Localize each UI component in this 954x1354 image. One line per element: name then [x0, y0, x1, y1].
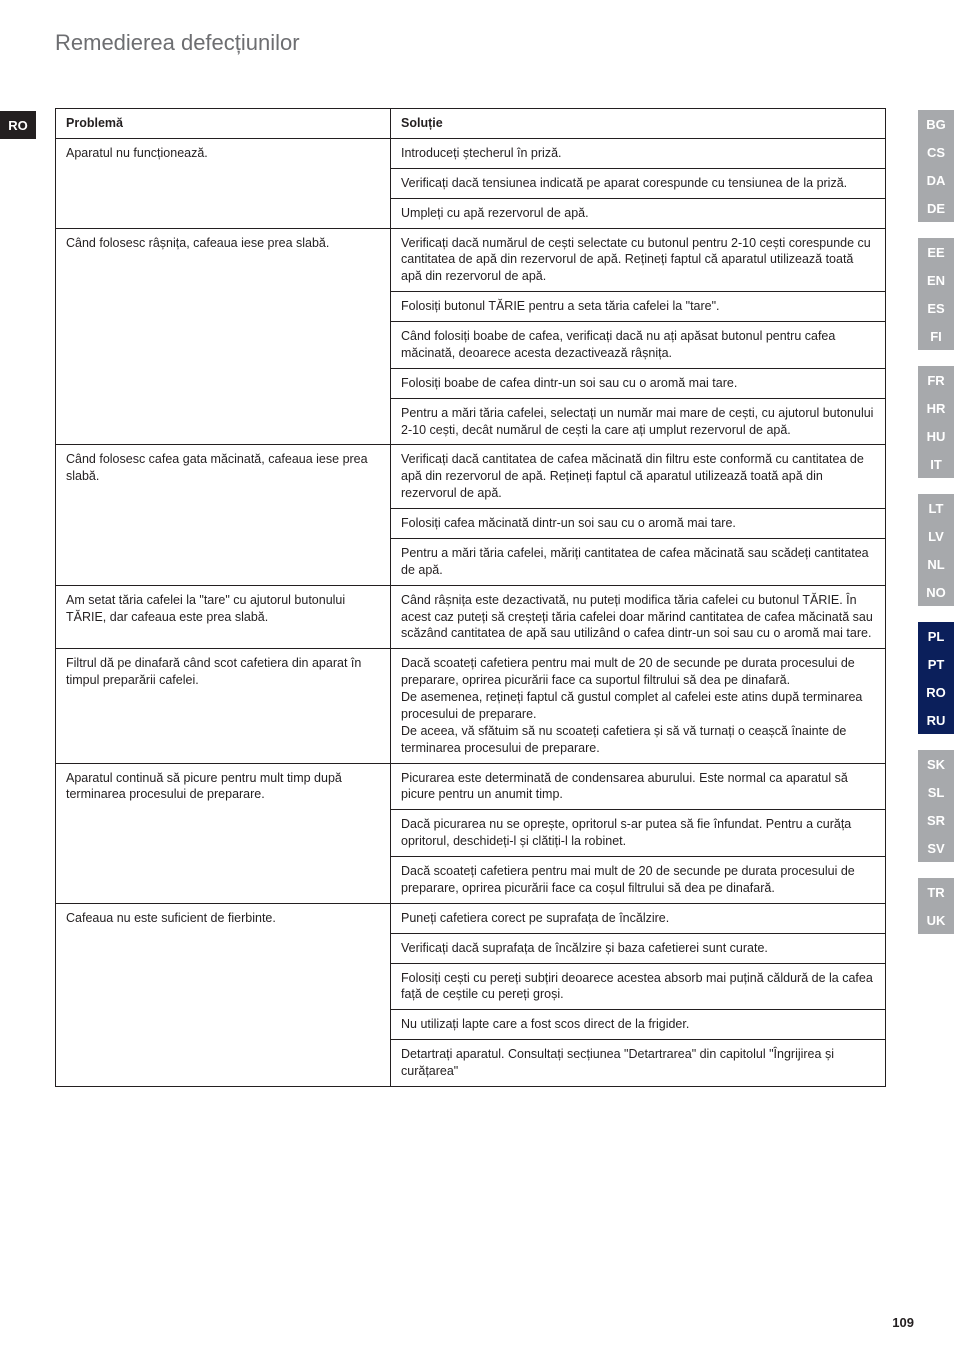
- solution-cell: Verificați dacă cantitatea de cafea măci…: [391, 445, 886, 509]
- lang-tab-sr: SR: [918, 806, 954, 834]
- solution-cell: Dacă scoateți cafetiera pentru mai mult …: [391, 649, 886, 763]
- problem-cell: Când folosesc cafea gata măcinată, cafea…: [56, 445, 391, 585]
- solution-cell: Folosiți boabe de cafea dintr-un soi sau…: [391, 368, 886, 398]
- solution-cell: Nu utilizați lapte care a fost scos dire…: [391, 1010, 886, 1040]
- solution-cell: Pentru a mări tăria cafelei, selectați u…: [391, 398, 886, 445]
- lang-tab-pt: PT: [918, 650, 954, 678]
- problem-cell: Cafeaua nu este suficient de fierbinte.: [56, 903, 391, 1086]
- table-row: Am setat tăria cafelei la "tare" cu ajut…: [56, 585, 886, 649]
- lang-tab-sl: SL: [918, 778, 954, 806]
- solution-cell: Puneți cafetiera corect pe suprafața de …: [391, 903, 886, 933]
- problem-cell: Am setat tăria cafelei la "tare" cu ajut…: [56, 585, 391, 649]
- problem-cell: Filtrul dă pe dinafară când scot cafetie…: [56, 649, 391, 763]
- problem-cell: Aparatul continuă să picure pentru mult …: [56, 763, 391, 903]
- solution-cell: Dacă picurarea nu se oprește, opritorul …: [391, 810, 886, 857]
- lang-tab-no: NO: [918, 578, 954, 606]
- lang-tab-cs: CS: [918, 138, 954, 166]
- solution-cell: Pentru a mări tăria cafelei, măriți cant…: [391, 538, 886, 585]
- lang-tab-ru: RU: [918, 706, 954, 734]
- lang-tab-lt: LT: [918, 494, 954, 522]
- language-rail: BGCSDADE EEENESFI FRHRHUIT LTLVNLNO PLPTRORU…: [918, 110, 954, 934]
- lang-tab-lv: LV: [918, 522, 954, 550]
- solution-cell: Verificați dacă numărul de cești selecta…: [391, 228, 886, 292]
- solution-cell: Introduceți ștecherul în priză.: [391, 138, 886, 168]
- lang-tab-fr: FR: [918, 366, 954, 394]
- table-header-solution: Soluție: [391, 109, 886, 139]
- solution-cell: Picurarea este determinată de condensare…: [391, 763, 886, 810]
- lang-tab-de: DE: [918, 194, 954, 222]
- table-header-problem: Problemă: [56, 109, 391, 139]
- lang-tab-sv: SV: [918, 834, 954, 862]
- table-row: Când folosesc râșnița, cafeaua iese prea…: [56, 228, 886, 292]
- problem-cell: Aparatul nu funcționează.: [56, 138, 391, 228]
- table-row: Filtrul dă pe dinafară când scot cafetie…: [56, 649, 886, 763]
- solution-cell: Dacă scoateți cafetiera pentru mai mult …: [391, 857, 886, 904]
- lang-tab-ee: EE: [918, 238, 954, 266]
- problem-cell: Când folosesc râșnița, cafeaua iese prea…: [56, 228, 391, 445]
- lang-tab-ro: RO: [918, 678, 954, 706]
- troubleshooting-table: Problemă Soluție Aparatul nu funcționeaz…: [55, 108, 885, 1087]
- lang-tab-nl: NL: [918, 550, 954, 578]
- solution-cell: Detartrați aparatul. Consultați secțiune…: [391, 1040, 886, 1087]
- lang-tab-tr: TR: [918, 878, 954, 906]
- lang-tab-hr: HR: [918, 394, 954, 422]
- solution-cell: Verificați dacă suprafața de încălzire ș…: [391, 933, 886, 963]
- lang-tab-hu: HU: [918, 422, 954, 450]
- lang-tab-it: IT: [918, 450, 954, 478]
- solution-cell: Folosiți butonul TĂRIE pentru a seta tăr…: [391, 292, 886, 322]
- lang-tab-en: EN: [918, 266, 954, 294]
- page-title: Remedierea defecțiunilor: [55, 30, 300, 56]
- solution-cell: Folosiți cești cu pereți subțiri deoarec…: [391, 963, 886, 1010]
- solution-cell: Când folosiți boabe de cafea, verificați…: [391, 322, 886, 369]
- table-row: Aparatul continuă să picure pentru mult …: [56, 763, 886, 810]
- solution-cell: Folosiți cafea măcinată dintr-un soi sau…: [391, 509, 886, 539]
- solution-cell: Verificați dacă tensiunea indicată pe ap…: [391, 168, 886, 198]
- lang-tab-bg: BG: [918, 110, 954, 138]
- page-number: 109: [892, 1315, 914, 1330]
- table-row: Când folosesc cafea gata măcinată, cafea…: [56, 445, 886, 509]
- solution-cell: Când râșnița este dezactivată, nu puteți…: [391, 585, 886, 649]
- lang-tab-sk: SK: [918, 750, 954, 778]
- lang-tab-pl: PL: [918, 622, 954, 650]
- lang-tab-da: DA: [918, 166, 954, 194]
- solution-cell: Umpleți cu apă rezervorul de apă.: [391, 198, 886, 228]
- lang-tab-fi: FI: [918, 322, 954, 350]
- lang-badge-current: RO: [0, 111, 36, 139]
- lang-tab-es: ES: [918, 294, 954, 322]
- table-row: Cafeaua nu este suficient de fierbinte.P…: [56, 903, 886, 933]
- lang-tab-uk: UK: [918, 906, 954, 934]
- table-row: Aparatul nu funcționează.Introduceți ște…: [56, 138, 886, 168]
